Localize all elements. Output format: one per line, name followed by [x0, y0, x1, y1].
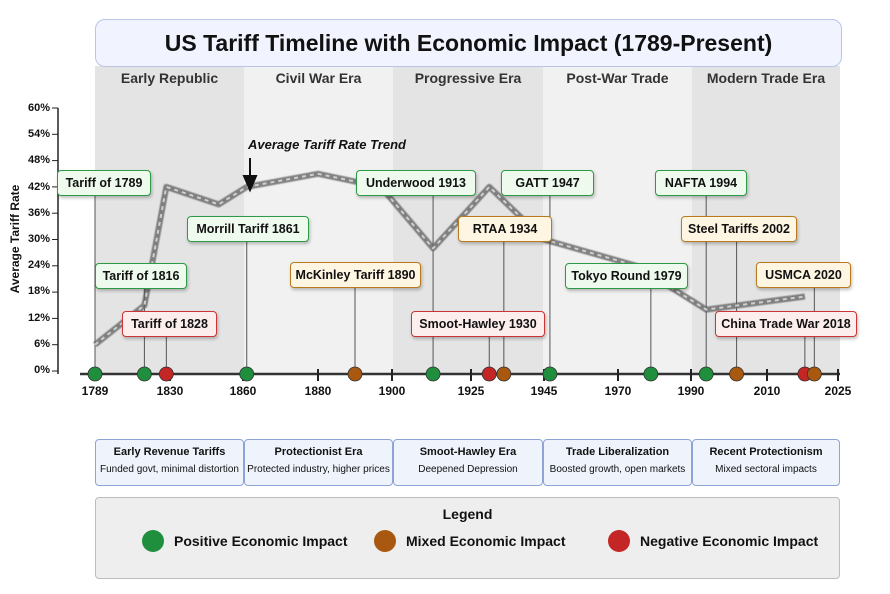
x-tick-label: 1945 — [530, 384, 558, 398]
event-box-smoot-hawley-1930: Smoot-Hawley 1930 — [411, 311, 545, 337]
y-tick-label: 42% — [27, 181, 50, 193]
summary-desc: Mixed sectoral impacts — [715, 464, 817, 475]
legend-label: Negative Economic Impact — [640, 533, 819, 549]
summary-title: Smoot-Hawley Era — [419, 446, 517, 458]
event-marker — [496, 366, 512, 382]
legend-swatch-mixed — [374, 530, 396, 552]
event-marker — [729, 366, 744, 382]
x-tick-label: 1925 — [457, 384, 485, 398]
summary-title: Early Revenue Tariffs — [113, 446, 226, 458]
legend-item-negative: Negative Economic Impact — [608, 530, 818, 552]
trend-arrow-icon — [242, 158, 258, 193]
era-label-early-republic: Early Republic — [120, 70, 219, 86]
event-box-tariff-1816: Tariff of 1816 — [95, 263, 187, 289]
y-tick-label: 18% — [27, 285, 50, 297]
event-marker — [643, 366, 659, 382]
event-box-steel-tariffs-2002: Steel Tariffs 2002 — [681, 216, 797, 242]
legend-swatch-positive — [142, 530, 164, 552]
event-box-mckinley-1890: McKinley Tariff 1890 — [290, 262, 421, 288]
event-marker — [481, 366, 497, 382]
summary-title: Recent Protectionism — [709, 446, 823, 458]
era-label-civil-war: Civil War Era — [275, 70, 362, 86]
y-tick-label: 0% — [34, 364, 50, 376]
x-tick-label: 1990 — [677, 384, 705, 398]
legend-item-mixed: Mixed Economic Impact — [374, 530, 565, 552]
era-label-post-war: Post-War Trade — [566, 70, 669, 86]
x-tick-label: 1789 — [81, 384, 109, 398]
era-band-post-war — [543, 66, 692, 374]
event-box-morrill-1861: Morrill Tariff 1861 — [187, 216, 309, 242]
trend-label: Average Tariff Rate Trend — [248, 137, 406, 152]
event-box-tokyo-round-1979: Tokyo Round 1979 — [565, 263, 688, 289]
event-box-china-trade-war-2018: China Trade War 2018 — [715, 311, 857, 337]
event-box-gatt-1947: GATT 1947 — [501, 170, 594, 196]
y-tick-label: 60% — [27, 102, 50, 114]
event-marker — [158, 366, 174, 382]
x-tick-label: 2010 — [753, 384, 781, 398]
summary-desc: Deepened Depression — [418, 464, 518, 475]
summary-title: Protectionist Era — [274, 446, 363, 458]
chart-title: US Tariff Timeline with Economic Impact … — [95, 19, 842, 67]
event-marker — [542, 366, 558, 382]
event-box-rtaa-1934: RTAA 1934 — [458, 216, 552, 242]
legend-label: Positive Economic Impact — [174, 533, 348, 549]
summary-desc: Funded govt, minimal distortion — [100, 464, 239, 475]
event-marker — [347, 366, 363, 382]
x-tick-label: 1860 — [229, 384, 257, 398]
x-tick-label: 2025 — [824, 384, 852, 398]
summary-box-trade-liberalization: Trade Liberalization Boosted growth, ope… — [543, 439, 692, 486]
x-tick-label: 1900 — [378, 384, 406, 398]
event-box-tariff-1828: Tariff of 1828 — [122, 311, 217, 337]
event-marker — [698, 366, 714, 382]
event-box-tariff-1789: Tariff of 1789 — [57, 170, 151, 196]
summary-box-recent-protectionism: Recent Protectionism Mixed sectoral impa… — [692, 439, 840, 486]
event-marker — [239, 366, 255, 382]
y-tick-label: 54% — [27, 128, 50, 140]
event-marker — [425, 366, 441, 382]
y-tick-label: 6% — [34, 338, 50, 350]
x-tick-label: 1880 — [304, 384, 332, 398]
x-tick-label: 1970 — [604, 384, 632, 398]
y-tick-label: 48% — [27, 154, 50, 166]
y-tick-label: 30% — [27, 233, 50, 245]
summary-title: Trade Liberalization — [565, 446, 670, 458]
summary-box-early-revenue: Early Revenue Tariffs Funded govt, minim… — [95, 439, 244, 486]
y-tick-label: 12% — [27, 312, 50, 324]
event-marker — [136, 366, 152, 382]
summary-desc: Protected industry, higher prices — [247, 464, 390, 475]
era-label-modern: Modern Trade Era — [706, 70, 826, 86]
event-box-underwood-1913: Underwood 1913 — [356, 170, 476, 196]
summary-box-smoot-hawley: Smoot-Hawley Era Deepened Depression — [393, 439, 543, 486]
summary-desc: Boosted growth, open markets — [549, 464, 686, 475]
y-tick-label: 24% — [27, 259, 50, 271]
event-box-usmca-2020: USMCA 2020 — [756, 262, 851, 288]
era-label-progressive: Progressive Era — [414, 70, 522, 86]
event-marker — [87, 366, 103, 382]
legend-title: Legend — [442, 506, 493, 522]
legend-item-positive: Positive Economic Impact — [142, 530, 348, 552]
x-tick-label: 1830 — [156, 384, 184, 398]
summary-box-protectionist: Protectionist Era Protected industry, hi… — [244, 439, 393, 486]
y-tick-label: 36% — [27, 207, 50, 219]
event-box-nafta-1994: NAFTA 1994 — [655, 170, 747, 196]
legend-swatch-negative — [608, 530, 630, 552]
event-marker — [806, 366, 822, 382]
legend-label: Mixed Economic Impact — [406, 533, 566, 549]
legend: Legend Positive Economic Impact Mixed Ec… — [95, 497, 840, 579]
